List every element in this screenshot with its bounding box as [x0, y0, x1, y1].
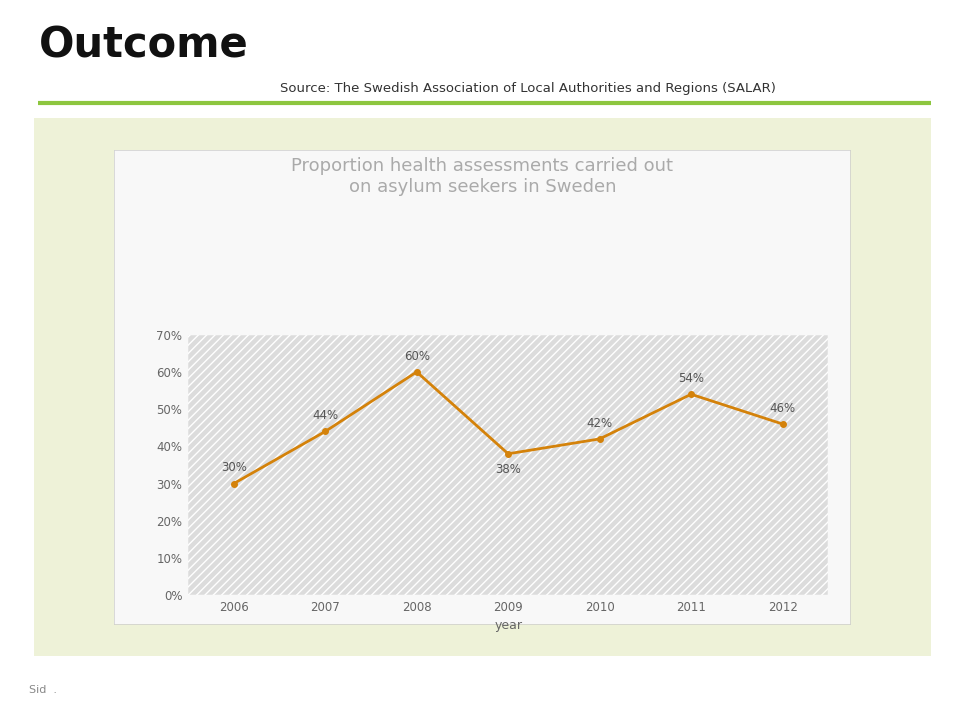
Text: 60%: 60% [404, 349, 430, 363]
Text: 42%: 42% [587, 416, 612, 430]
X-axis label: year: year [494, 620, 522, 632]
Text: Source: The Swedish Association of Local Authorities and Regions (SALAR): Source: The Swedish Association of Local… [280, 82, 776, 95]
Text: 54%: 54% [678, 372, 704, 385]
Text: 46%: 46% [770, 401, 796, 415]
Text: Outcome: Outcome [38, 25, 248, 67]
Text: Sid  .: Sid . [29, 685, 57, 695]
Text: 30%: 30% [221, 461, 247, 474]
Text: 44%: 44% [312, 409, 338, 422]
Text: Proportion health assessments carried out
on asylum seekers in Sweden: Proportion health assessments carried ou… [292, 157, 673, 196]
Text: 38%: 38% [495, 463, 521, 476]
